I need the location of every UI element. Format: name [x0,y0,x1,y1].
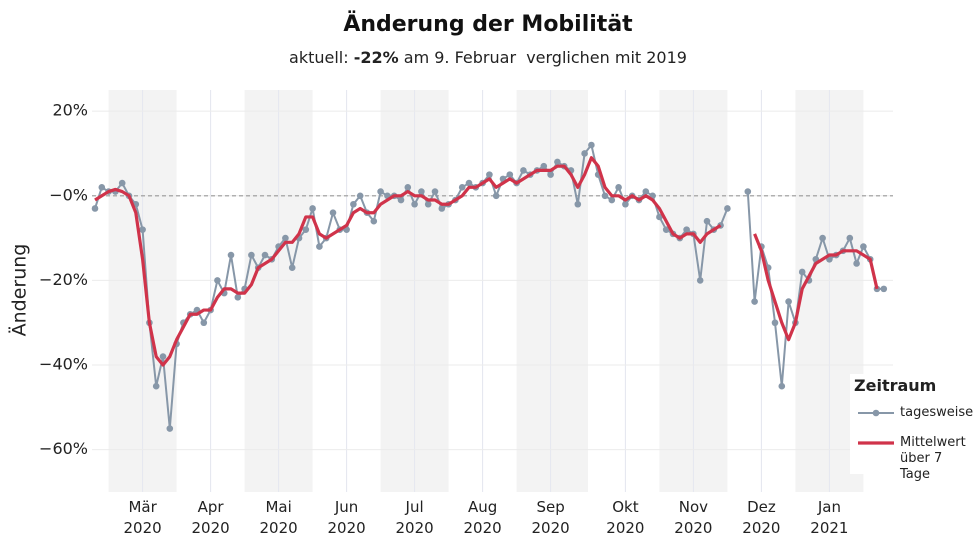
point [506,171,514,178]
x-tick-label: Mär 2020 [123,498,162,537]
point [316,243,323,250]
y-tick-label: −0% [49,185,88,204]
point [615,184,622,191]
point [98,184,106,191]
point [778,382,786,390]
point [785,298,792,305]
point [288,264,296,272]
subtitle-text: am 9. Februar verglichen mit 2019 [398,48,687,67]
y-tick-label: −40% [39,355,88,374]
point [547,171,554,178]
legend-title: Zeitraum [854,376,937,395]
point [574,200,582,208]
x-tick-label: Mai 2020 [259,498,298,537]
point [438,205,446,212]
point [261,251,269,259]
point [227,251,235,259]
x-tick-label: Dez 2020 [742,498,781,537]
point [350,200,357,208]
chart-title: Änderung der Mobilität [343,12,633,37]
point [418,188,425,195]
point [431,188,439,195]
point [356,192,364,200]
point [724,205,731,212]
point [465,179,473,187]
month-shade [516,90,588,492]
subtitle-highlight: -22% [353,48,399,67]
subtitle-text: aktuell: [289,48,354,67]
point [860,243,867,250]
point [492,192,500,200]
point [309,205,316,212]
legend: Zeitraum tagesweise Mittelwert über 7 Tag… [850,374,976,482]
point [329,209,337,217]
point [370,217,378,225]
point [520,167,527,174]
point [152,382,160,390]
x-tick-label: Jun 2020 [327,498,366,537]
subtitle: aktuell: -22% am 9. Februar verglichen m… [0,48,976,67]
point [771,319,779,327]
point [248,251,255,259]
x-tick-label: Jul 2020 [395,498,434,537]
legend-key-marker [872,409,880,417]
point [554,158,561,166]
point [397,196,405,204]
legend-label: Mittelwert über 7 Tage [900,435,966,482]
point [139,226,146,233]
point [234,294,242,301]
point [458,184,466,191]
series-line [94,156,879,367]
point [656,213,663,221]
point [282,234,289,242]
point [581,150,588,157]
point [540,162,548,170]
y-axis-label: Änderung [8,244,31,337]
point [118,179,126,187]
point [744,188,752,195]
point [166,425,174,432]
y-tick-label: 20% [52,101,88,120]
legend-label: tagesweise [900,405,974,420]
point [588,141,595,149]
point [696,277,704,284]
point [91,205,99,212]
point [703,217,711,225]
point [424,200,432,208]
y-tick-label: −60% [39,439,88,458]
point [622,200,629,208]
point [377,188,384,195]
point [819,234,826,242]
point [608,196,616,204]
point [411,200,418,208]
point [601,192,609,200]
point [683,226,690,233]
point [853,260,860,267]
point [798,268,806,276]
x-tick-label: Nov 2020 [674,498,713,537]
point [302,226,310,233]
x-tick-label: Jan 2021 [810,498,849,537]
point [486,171,493,178]
series-line [94,144,884,430]
point [751,298,758,305]
point [404,184,412,191]
legend-keys [858,409,894,445]
x-tick-label: Apr 2020 [191,498,230,537]
x-tick-label: Sep 2020 [531,498,570,537]
y-tick-label: −20% [39,270,88,289]
point [846,234,854,242]
point [159,353,167,360]
point [880,285,888,293]
point [642,188,650,195]
point [214,277,221,284]
x-tick-label: Okt 2020 [606,498,645,537]
point [662,226,670,233]
x-tick-label: Aug 2020 [463,498,502,537]
point [200,319,208,327]
